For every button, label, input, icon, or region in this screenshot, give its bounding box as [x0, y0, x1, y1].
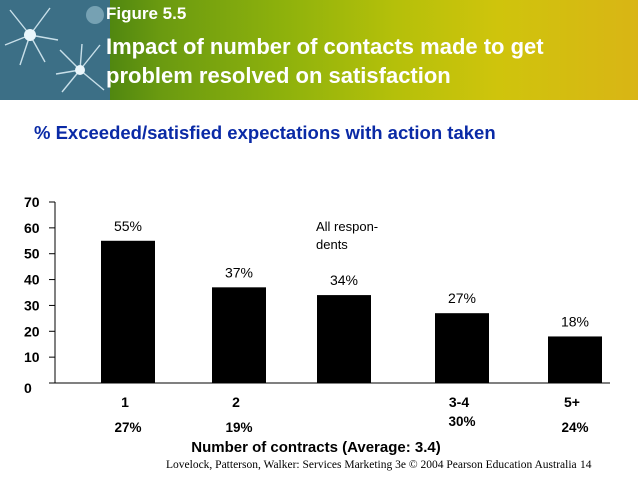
y-tick-label: 50	[24, 246, 40, 262]
x-tick-label: 1	[121, 394, 129, 410]
bar-value-label: 27%	[448, 290, 476, 306]
bar-value-label: 55%	[114, 218, 142, 234]
y-tick-label: 0	[24, 380, 32, 396]
footer-citation: Lovelock, Patterson, Walker: Services Ma…	[166, 459, 577, 471]
figure-label: Figure 5.5	[106, 4, 187, 23]
distribution-label: 27%	[114, 420, 141, 435]
bar	[101, 240, 155, 383]
annotation-label: All respon-	[316, 219, 378, 234]
chart-labels: 55% 1 27% 37% 2 19% 34% 27% 3-4 30% 18% 5+ 24% All re…	[114, 218, 589, 456]
header-banner: Figure 5.5 Impact of number of contacts …	[0, 0, 638, 100]
bar-value-label: 37%	[225, 264, 253, 280]
bar-value-label: 18%	[561, 313, 589, 329]
distribution-label: 24%	[561, 420, 588, 435]
flower-photo-icon	[0, 0, 110, 100]
bar	[435, 313, 489, 383]
figure-title: Impact of number of contacts made to get…	[106, 34, 544, 88]
x-tick-label: 2	[232, 394, 240, 410]
y-tick-label: 30	[24, 297, 40, 313]
x-tick-label: 3-4	[449, 394, 469, 410]
bar	[317, 295, 371, 383]
y-tick-label: 40	[24, 272, 40, 288]
x-axis-title: Number of contracts (Average: 3.4)	[191, 439, 441, 456]
distribution-label: 30%	[448, 414, 475, 429]
annotation-label: dents	[316, 237, 348, 252]
y-tick-label: 70	[24, 194, 40, 210]
y-tick-label: 20	[24, 323, 40, 339]
bar	[212, 287, 266, 383]
x-tick-label: 5+	[564, 394, 580, 410]
distribution-label: 19%	[225, 420, 252, 435]
page-number: 14	[580, 459, 592, 471]
chart-bars	[101, 240, 602, 383]
y-tick-label: 10	[24, 349, 40, 365]
chart-title: % Exceeded/satisfied expectations with a…	[34, 122, 496, 143]
bar-value-label: 34%	[330, 272, 358, 288]
bar	[548, 336, 602, 383]
y-tick-label: 60	[24, 220, 40, 236]
